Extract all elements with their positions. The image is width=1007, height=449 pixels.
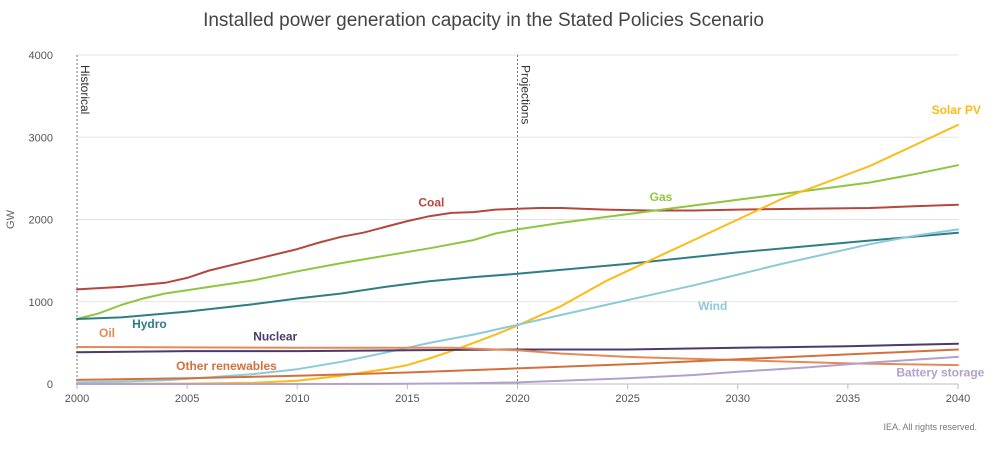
series-label-wind: Wind: [698, 299, 727, 313]
series-line-wind: [76, 228, 959, 384]
period-markers: Historical Projections: [76, 55, 533, 384]
marker-label: Historical: [78, 65, 92, 114]
y-tick-label: 3000: [29, 132, 53, 144]
y-tick-label: 2000: [29, 215, 53, 227]
series-lines: [76, 123, 959, 385]
chart-title: Installed power generation capacity in t…: [203, 10, 764, 31]
series-label-solar-pv: Solar PV: [932, 103, 981, 117]
x-tick-label: 2040: [946, 393, 970, 405]
series-line-oil: [76, 346, 959, 367]
series-line-gas: [76, 164, 959, 320]
credit-text: IEA. All rights reserved.: [883, 422, 977, 432]
marker-label: Projections: [519, 65, 533, 124]
series-line-battery-storage: [76, 355, 959, 385]
series-label-hydro: Hydro: [132, 317, 167, 331]
series-label-other-renewables: Other renewables: [176, 359, 277, 373]
series-label-oil: Oil: [99, 326, 115, 340]
x-tick-label: 2020: [505, 393, 529, 405]
y-axis-label: GW: [5, 209, 17, 229]
y-tick-label: 0: [47, 379, 53, 391]
x-tick-label: 2005: [175, 393, 199, 405]
series-line-coal: [76, 203, 959, 291]
x-tick-label: 2025: [615, 393, 639, 405]
x-tick-label: 2030: [726, 393, 750, 405]
series-line-other-renewables: [76, 348, 959, 381]
x-tick-label: 2000: [65, 393, 89, 405]
y-tick-label: 1000: [29, 297, 53, 309]
series-label-battery-storage: Battery storage: [896, 366, 984, 380]
series-label-gas: Gas: [650, 190, 673, 204]
x-tick-label: 2010: [285, 393, 309, 405]
series-label-nuclear: Nuclear: [253, 329, 297, 343]
x-tick-label: 2015: [395, 393, 419, 405]
y-tick-label: 4000: [29, 50, 53, 62]
series-label-coal: Coal: [418, 195, 444, 209]
axes: 0 1000 2000 3000 4000 2000 2005 2010 2015 2020 202…: [5, 50, 970, 405]
series-labels: Coal Gas Hydro Solar PV Wind Nuclear Oil Other …: [99, 103, 985, 379]
x-tick-label: 2035: [836, 393, 860, 405]
series-line-solar-pv: [76, 123, 959, 385]
series-line-hydro: [76, 231, 959, 320]
